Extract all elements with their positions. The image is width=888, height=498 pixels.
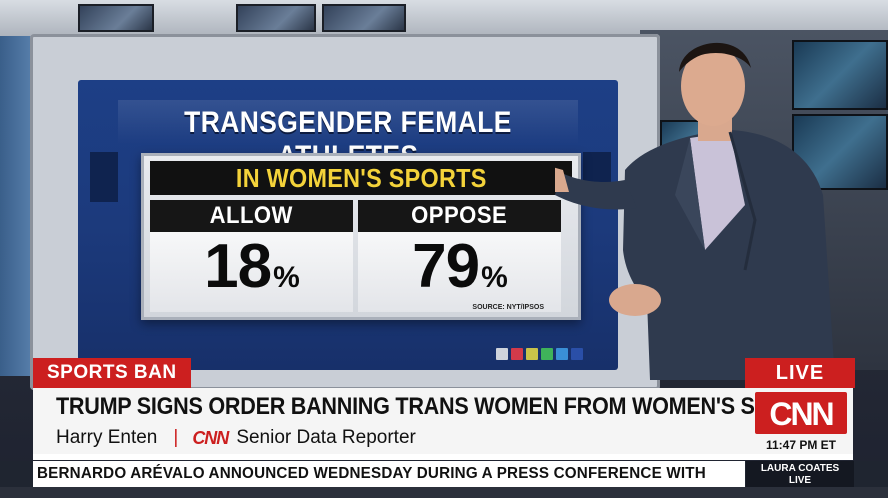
panel-header: IN WOMEN'S SPORTS [150,161,572,195]
color-swatches [496,348,583,360]
time-display: 11:47 PM ET [765,438,837,452]
show-tag: LAURA COATES LIVE [746,461,854,489]
oppose-header: OPPOSE [358,200,561,232]
swatch [526,348,538,360]
title-glow [118,100,578,144]
show-live: LIVE [788,475,812,486]
allow-label: ALLOW [209,202,294,229]
headline: TRUMP SIGNS ORDER BANNING TRANS WOMEN FR… [56,393,828,420]
live-badge: LIVE [745,358,855,388]
ticker-text: BERNARDO ARÉVALO ANNOUNCED WEDNESDAY DUR… [37,465,706,482]
panel-subtitle: IN WOMEN'S SPORTS [235,162,487,193]
allow-header: ALLOW [150,200,353,232]
reporter-name: Harry Enten [56,427,158,448]
oppose-label: OPPOSE [411,202,508,229]
poll-panel: IN WOMEN'S SPORTS ALLOW 18% OPPOSE 79% S… [141,153,581,320]
oppose-percent: % [481,261,508,294]
allow-number: 18 [204,232,272,301]
oppose-column: OPPOSE 79% [358,200,561,312]
presenter-figure [555,42,835,380]
cnn-logo-text: CNN [769,396,832,432]
oppose-number: 79 [412,232,480,301]
poll-source: SOURCE: NYT/IPSOS [472,304,544,311]
swatch [511,348,523,360]
allow-column: ALLOW 18% [150,200,353,312]
show-name: LAURA COATES [760,463,840,474]
side-menu-left [90,152,118,202]
oppose-value: 79% [358,232,561,313]
ceiling-monitor [78,4,154,32]
cnn-logo: CNN [755,392,847,434]
allow-value: 18% [150,232,353,313]
reporter-title: Senior Data Reporter [236,427,416,448]
ceiling-monitor [322,4,406,32]
bottom-strip [0,487,888,498]
ceiling-monitor [236,4,316,32]
ticker-text-box: BERNARDO ARÉVALO ANNOUNCED WEDNESDAY DUR… [33,461,745,487]
swatch [571,348,583,360]
background-monitor [792,40,888,110]
lower-third-divider [33,454,853,460]
section-tag: SPORTS BAN [33,358,191,388]
swatch [541,348,553,360]
byline-separator: | [173,427,179,448]
lower-third-panel [33,388,853,454]
swatch [556,348,568,360]
swatch [496,348,508,360]
network-mini-logo: CNN [192,427,229,448]
video-wall-screen: TRANSGENDER FEMALE ATHLETES IN WOMEN'S S… [78,80,618,370]
allow-percent: % [273,261,300,294]
byline: Harry Enten | CNN Senior Data Reporter [56,427,416,449]
